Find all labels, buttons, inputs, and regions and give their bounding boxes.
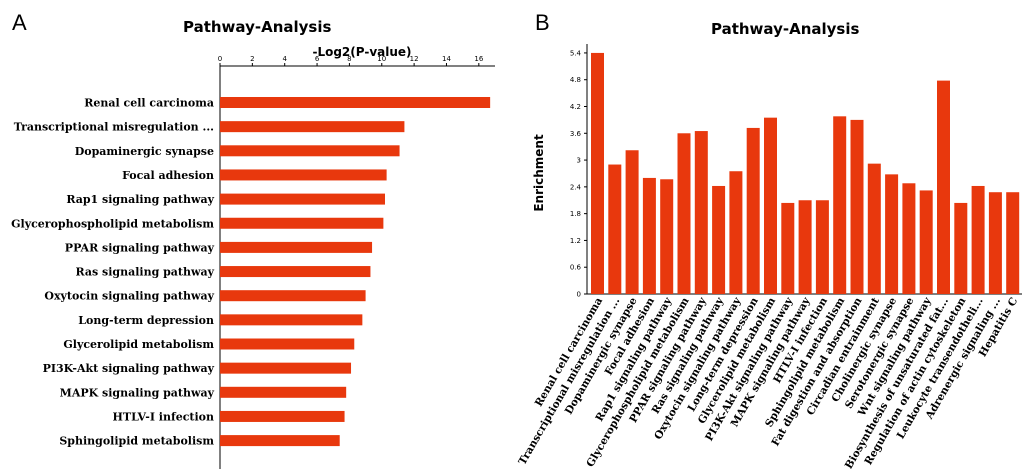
chart-a-category-label: Transcriptional misregulation ... [14,121,214,134]
chart-a-x-tick-label: 12 [410,55,419,63]
chart-a-bar [220,266,371,278]
chart-b-y-tick-label: 4.2 [570,103,581,111]
panel-label-b: B [535,10,550,35]
chart-a-x-tick-label: 2 [250,55,254,63]
chart-a-bar [220,145,400,157]
chart-b-bar [850,119,864,295]
chart-b-bar [781,202,795,294]
chart-b-bar [729,171,743,294]
chart-a-x-axis-label: -Log2(P-value) [312,45,411,59]
chart-b-bar [971,185,985,294]
chart-a-category-label: Oxytocin signaling pathway [44,290,214,303]
chart-b-bar [764,117,777,295]
chart-b-bar [608,164,622,294]
chart-b-bar [937,80,950,294]
chart-a-bar [220,435,340,447]
chart-b-y-tick-label: 2.4 [570,183,582,191]
chart-b-bar [712,185,726,294]
chart-a-category-label: MAPK signaling pathway [60,386,215,399]
chart-b-bar [677,133,691,294]
chart-b-bar [833,116,847,294]
chart-a-category-label: Dopaminergic synapse [75,145,214,158]
chart-b-y-tick-label: 5.4 [570,49,582,57]
chart-a-x-tick-label: 10 [377,55,386,63]
chart-a-bar [220,362,352,374]
chart-a-bar [220,338,355,350]
chart-a-x-tick-label: 8 [347,55,351,63]
chart-a-category-label: Focal adhesion [122,169,214,182]
chart-b-bar [988,192,1002,294]
chart-b-title: Pathway-Analysis [711,20,860,38]
chart-b-bar [746,127,760,294]
chart-a-x-tick-label: 16 [474,55,483,63]
chart-a-category-label: PPAR signaling pathway [65,241,215,254]
chart-a-x-tick-label: 0 [218,55,222,63]
chart-a-bar [220,193,385,205]
chart-a-category-label: PI3K-Akt signaling pathway [43,362,215,375]
chart-b-bar [1006,192,1020,294]
chart-b-y-tick-label: 0.6 [570,264,582,272]
chart-b-bar [954,202,968,294]
chart-b-y-tick-label: 3.6 [570,130,582,138]
chart-b-bar [660,179,674,294]
chart-a-category-label: Glycerophospholipid metabolism [11,217,214,230]
chart-b-bar [919,190,933,294]
chart-a-bar [220,314,363,326]
chart-a-x-tick-label: 14 [442,55,451,63]
chart-b-bar [591,52,604,294]
chart-a-category-label: Renal cell carcinoma [84,97,214,110]
chart-a-bar [220,169,387,181]
chart-a-bar [220,241,373,253]
chart-a-category-label: Ras signaling pathway [76,266,215,279]
chart-a-category-label: Rap1 signaling pathway [66,193,214,206]
chart-b-bar [902,183,916,294]
chart-b-y-tick-label: 4.8 [570,76,581,84]
panel-label-a: A [12,10,27,35]
chart-b-bar [867,163,881,294]
chart-a-title: Pathway-Analysis [183,18,332,36]
chart-a-bar [220,386,347,398]
chart-b-y-tick-label: 0 [577,291,581,299]
chart-b-bar [625,150,639,294]
chart-a-category-label: Long-term depression [78,314,214,327]
chart-b-y-tick-label: 3 [577,157,581,165]
chart-b-bar [642,177,656,294]
chart-a-category-label: Glycerolipid metabolism [63,338,214,351]
chart-a-bar [220,410,345,422]
chart-a-bar [220,121,405,133]
chart-b-y-tick-label: 1.2 [570,237,581,245]
chart-a-x-tick-label: 4 [282,55,287,63]
chart-a-category-label: HTLV-I infection [113,410,214,423]
chart-a-bar [220,97,491,108]
chart-a-category-label: Sphingolipid metabolism [59,435,214,448]
chart-b-bar [694,131,708,294]
chart-b-y-axis-label: Enrichment [532,134,546,212]
chart-a-bar [220,217,384,229]
chart-a-x-tick-label: 6 [315,55,320,63]
chart-b-bar [885,174,899,294]
chart-b-bar [798,200,812,294]
chart-b-y-tick-label: 1.8 [570,210,581,218]
chart-a-bar [220,290,366,302]
chart-b-bar [815,200,829,294]
